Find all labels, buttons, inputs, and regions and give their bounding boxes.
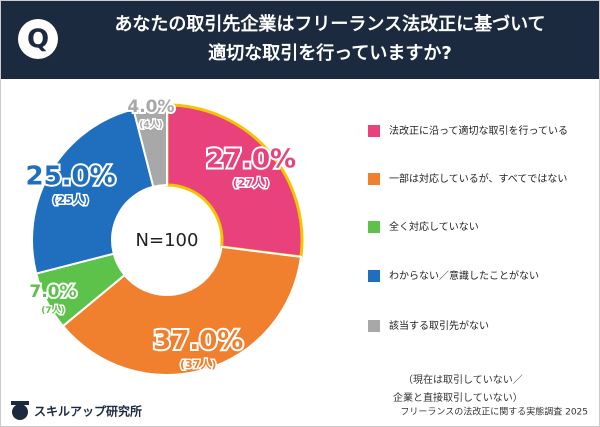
count-label: (27人)	[233, 176, 269, 190]
legend-label: 全く対応していない	[389, 220, 479, 233]
slice	[61, 245, 303, 376]
legend-label: 法改正に沿って適切な取引を行っている	[389, 124, 568, 137]
legend-label: わからない／意識したことがない	[389, 269, 539, 282]
brand-logo	[11, 401, 29, 420]
legend-swatch	[368, 173, 380, 185]
center-label: N=100	[136, 230, 199, 251]
header-band	[1, 1, 599, 79]
donut-chart	[31, 103, 304, 376]
legend-swatch	[368, 221, 380, 233]
title-line: あなたの取引先企業はフリーランス法改正に基づいて	[114, 13, 545, 35]
count-label: (7人)	[41, 304, 65, 316]
source: フリーランスの法改正に関する実態調査 2025	[400, 406, 588, 418]
note-line: 企業と直接取引していない）	[393, 391, 523, 404]
q-letter: Q	[27, 25, 49, 55]
count-label: (4人)	[139, 119, 163, 131]
count-label: (37人)	[180, 357, 216, 371]
note-line: （現在は取引していない／	[403, 374, 523, 386]
value-label: 4.0%	[127, 97, 174, 117]
value-label: 27.0%	[206, 144, 296, 174]
legend-swatch	[368, 320, 380, 332]
q-icon	[18, 19, 58, 59]
brand: スキルアップ研究所	[34, 404, 142, 419]
value-label: 37.0%	[153, 326, 243, 356]
title-line: 適切な取引を行っていますか?	[208, 42, 452, 64]
legend-swatch	[368, 270, 380, 282]
value-label: 25.0%	[25, 161, 115, 191]
legend-label: 該当する取引先がない	[389, 319, 489, 332]
slice	[132, 103, 168, 188]
count-label: (25人)	[52, 193, 88, 207]
legend-swatch	[368, 125, 380, 137]
slice	[31, 108, 155, 275]
slice	[165, 103, 304, 259]
value-label: 7.0%	[29, 282, 76, 302]
legend-label: 一部は対応しているが、すべてではない	[389, 172, 567, 185]
